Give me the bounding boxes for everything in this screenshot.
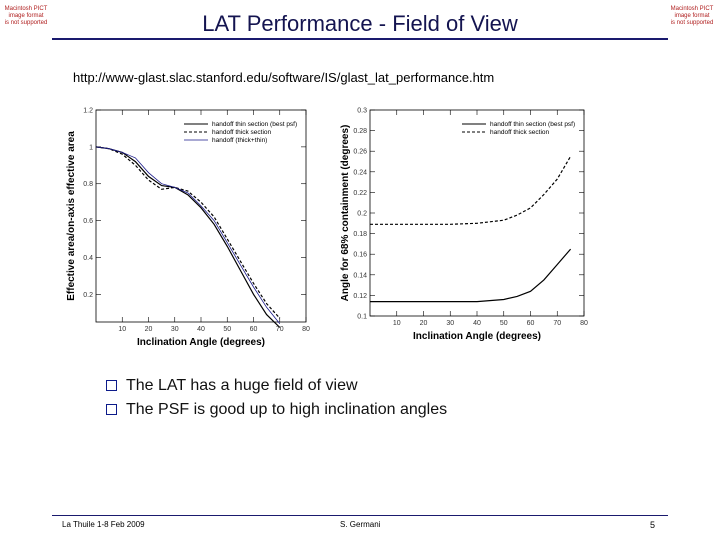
checkbox-bullet-icon	[106, 380, 117, 391]
x-tick-label: 40	[197, 326, 205, 333]
bullet-item: The LAT has a huge field of view	[106, 374, 447, 398]
y-tick-label: 1	[89, 144, 93, 151]
footer-divider	[52, 515, 668, 516]
y-tick-label: 0.8	[83, 181, 93, 188]
placeholder-text: Macintosh PICT	[670, 6, 714, 12]
x-tick-label: 10	[118, 326, 126, 333]
checkbox-bullet-icon	[106, 404, 117, 415]
series-line	[370, 155, 572, 225]
x-tick-label: 20	[145, 326, 153, 333]
y-axis-title: Effective area/on-axis effective area	[66, 131, 77, 301]
y-tick-label: 0.12	[353, 293, 367, 300]
effective-area-chart: 10 20 30 40 50 60 70 80 0.2 0.4 0.6 0.8 1 1.2 Inclinat…	[66, 108, 310, 349]
x-tick-label: 70	[553, 320, 561, 327]
bullet-text: The PSF is good up to high inclination a…	[126, 401, 448, 418]
placeholder-text: image format	[8, 13, 44, 19]
y-tick-label: 0.1	[357, 314, 367, 321]
x-tick-label: 30	[171, 326, 179, 333]
bullet-item: The PSF is good up to high inclination a…	[106, 398, 447, 422]
legend-entry: handoff thick section	[212, 129, 272, 136]
slide-title: LAT Performance - Field of View	[202, 11, 518, 36]
legend-entry: handoff thin section (best psf)	[212, 121, 297, 128]
y-tick-label: 0.24	[353, 169, 367, 176]
x-tick-label: 60	[527, 320, 535, 327]
series-line	[95, 146, 281, 328]
y-tick-label: 0.14	[353, 272, 367, 279]
y-tick-label: 0.26	[353, 149, 367, 156]
unsupported-image-placeholder-right: Macintosh PICT image format is not suppo…	[666, 6, 718, 27]
y-tick-label: 0.22	[353, 190, 367, 197]
y-tick-label: 0.2	[83, 292, 93, 299]
footer-author: S. Germani	[340, 520, 381, 529]
y-tick-label: 0.3	[357, 108, 367, 115]
legend-entry: handoff thin section (best psf)	[490, 121, 575, 128]
x-tick-label: 70	[276, 326, 284, 333]
footer-event: La Thuile 1-8 Feb 2009	[62, 520, 145, 529]
legend-entry: handoff thick section	[490, 129, 550, 136]
y-tick-label: 0.18	[353, 231, 367, 238]
x-axis-title: Inclination Angle (degrees)	[137, 337, 265, 348]
reference-link[interactable]: http://www-glast.slac.stanford.edu/softw…	[73, 70, 495, 85]
page-number: 5	[650, 520, 656, 530]
y-axis-title: Angle for 68% containment (degrees)	[340, 125, 351, 302]
bullet-text: The LAT has a huge field of view	[126, 377, 358, 394]
x-axis-title: Inclination Angle (degrees)	[413, 331, 541, 342]
placeholder-text: is not supported	[670, 20, 714, 26]
plot-frame	[95, 109, 307, 323]
y-tick-label: 0.6	[83, 218, 93, 225]
x-tick-label: 30	[446, 320, 454, 327]
y-tick-label: 0.2	[357, 211, 367, 218]
series-line	[95, 146, 281, 319]
bullet-list: The LAT has a huge field of view The PSF…	[106, 374, 447, 422]
legend-entry: handoff (thick+thin)	[212, 137, 267, 144]
x-tick-label: 80	[580, 320, 588, 327]
x-tick-label: 10	[393, 320, 401, 327]
x-tick-label: 60	[250, 326, 258, 333]
y-tick-label: 0.4	[83, 255, 93, 262]
x-tick-label: 20	[420, 320, 428, 327]
title-divider	[52, 38, 668, 40]
y-tick-label: 1.2	[83, 108, 93, 115]
x-tick-label: 40	[473, 320, 481, 327]
x-tick-label: 50	[500, 320, 508, 327]
series-line	[370, 248, 572, 303]
placeholder-text: image format	[674, 13, 710, 19]
plot-frame	[369, 109, 585, 317]
y-tick-label: 0.28	[353, 128, 367, 135]
placeholder-text: Macintosh PICT	[4, 6, 48, 12]
x-tick-label: 80	[302, 326, 310, 333]
series-line	[95, 146, 281, 325]
placeholder-text: is not supported	[4, 20, 48, 26]
psf-containment-chart: 10 20 30 40 50 60 70 80 0.1 0.12 0.14 0.16 0.18 0.2 0.…	[340, 108, 588, 343]
y-tick-label: 0.16	[353, 252, 367, 259]
x-tick-label: 50	[223, 326, 231, 333]
unsupported-image-placeholder-left: Macintosh PICT image format is not suppo…	[0, 6, 52, 27]
